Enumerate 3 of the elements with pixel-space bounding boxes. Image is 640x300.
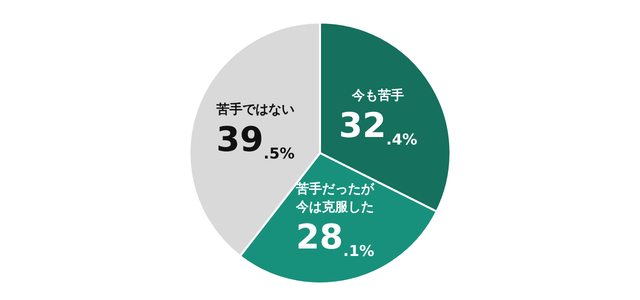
slice-label: 苦手だったが今は克服した — [295, 181, 376, 216]
slice-label: 苦手ではない — [215, 101, 294, 118]
slice-label: 今も苦手 — [351, 88, 404, 104]
